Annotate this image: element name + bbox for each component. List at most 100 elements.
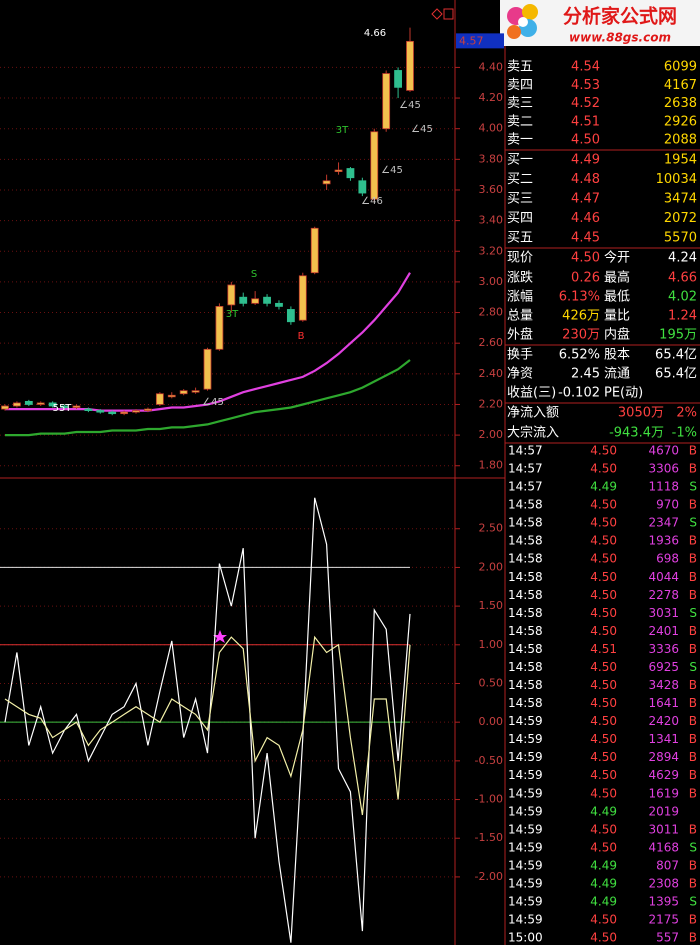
trade-price: 4.50 <box>590 913 617 927</box>
trade-side: B <box>689 714 697 728</box>
trade-price: 4.51 <box>590 642 617 656</box>
candle-body <box>13 402 21 407</box>
candle-body <box>215 306 224 350</box>
trade-volume: 557 <box>656 931 679 945</box>
trade-price: 4.50 <box>590 840 617 854</box>
trade-volume: 3336 <box>648 642 679 656</box>
candle-body <box>108 411 117 415</box>
annotation: ∠46 <box>361 196 383 207</box>
trade-price: 4.50 <box>590 588 617 602</box>
trade-price: 4.50 <box>590 462 617 476</box>
trade-time: 14:59 <box>508 876 543 890</box>
y-tick-label: 2.00 <box>479 560 504 573</box>
candle-body <box>322 180 331 185</box>
candle-body <box>48 402 57 407</box>
trade-time: 14:58 <box>508 516 543 530</box>
quote-label: 涨跌 <box>507 270 533 286</box>
candle-body <box>132 410 140 413</box>
book-label: 卖一 <box>507 133 533 148</box>
candle-body <box>370 131 379 200</box>
book-price: 4.51 <box>571 114 600 129</box>
flow-pct: -1% <box>672 426 697 441</box>
trade-volume: 3306 <box>648 462 679 476</box>
book-price: 4.46 <box>571 211 600 226</box>
trade-side: S <box>689 660 697 674</box>
candle-body <box>227 284 236 306</box>
trade-time: 14:57 <box>508 444 543 458</box>
y-tick-label: 3.80 <box>479 152 504 165</box>
trade-side: B <box>689 696 697 710</box>
candle-body <box>239 296 248 304</box>
trade-side: B <box>689 732 697 746</box>
y-tick-label: 2.20 <box>479 397 504 410</box>
quote-value: 0.26 <box>571 271 600 286</box>
candle-body <box>96 410 105 413</box>
candle-body <box>144 408 152 411</box>
book-price: 4.45 <box>571 231 600 246</box>
candle-body <box>72 405 81 408</box>
annotation: 3T <box>336 125 349 136</box>
quote-label: 最低 <box>604 290 630 305</box>
quote-value: 65.4亿 <box>655 367 697 382</box>
trade-time: 14:57 <box>508 480 543 494</box>
trade-price: 4.50 <box>590 750 617 764</box>
candle-body <box>167 394 176 398</box>
trade-side: S <box>689 895 697 909</box>
trade-volume: 1118 <box>648 480 679 494</box>
trade-time: 14:59 <box>508 804 543 818</box>
trade-volume: 4044 <box>648 570 679 584</box>
trade-side: B <box>689 768 697 782</box>
trade-time: 14:59 <box>508 714 543 728</box>
candle-body <box>334 169 343 172</box>
trade-volume: 2420 <box>648 714 679 728</box>
y-tick-label: 4.20 <box>479 91 504 104</box>
quote-value: 6.52% <box>559 348 600 363</box>
trade-side: B <box>689 498 697 512</box>
trade-side: B <box>689 822 697 836</box>
trade-price: 4.49 <box>590 876 617 890</box>
logo-title: 分析家公式网 <box>563 5 677 28</box>
y-tick-label: -1.00 <box>475 793 503 806</box>
book-label: 买四 <box>507 211 533 226</box>
moving-average <box>5 359 411 437</box>
quote-value: -0.102 <box>558 386 600 401</box>
candle-body <box>203 348 212 390</box>
y-tick-label: 4.00 <box>479 122 504 135</box>
trade-volume: 4670 <box>648 444 679 458</box>
trade-time: 14:59 <box>508 840 543 854</box>
trade-side: S <box>689 480 697 494</box>
trade-time: 14:59 <box>508 768 543 782</box>
candle-body <box>179 390 188 395</box>
trade-side: B <box>689 534 697 548</box>
candle-body <box>358 180 367 194</box>
y-tick-label: 2.50 <box>479 522 504 535</box>
candle-body <box>36 402 45 405</box>
flow-value: 3050万 <box>618 406 664 421</box>
quote-value: 4.66 <box>668 271 697 286</box>
quote-value: 1.24 <box>668 309 697 324</box>
trade-price: 4.50 <box>590 931 617 945</box>
trade-time: 14:59 <box>508 732 543 746</box>
quote-value: 2.45 <box>571 367 600 382</box>
y-tick-label: 2.60 <box>479 336 504 349</box>
y-tick-label: 3.40 <box>479 214 504 227</box>
trade-side: B <box>689 642 697 656</box>
book-label: 买二 <box>507 172 533 187</box>
book-price: 4.49 <box>571 153 600 168</box>
quote-label: 净资 <box>507 367 533 382</box>
trade-volume: 807 <box>656 858 679 872</box>
book-volume: 10034 <box>656 172 697 187</box>
trade-price: 4.50 <box>590 768 617 782</box>
book-volume: 2072 <box>664 211 697 226</box>
book-price: 4.50 <box>571 133 600 148</box>
trade-side: B <box>689 624 697 638</box>
trade-time: 14:58 <box>508 642 543 656</box>
trade-time: 14:58 <box>508 498 543 512</box>
signal-star <box>213 630 227 643</box>
trade-side: B <box>689 444 697 458</box>
moving-average <box>5 272 411 412</box>
candle-body <box>406 40 414 91</box>
trade-side: B <box>689 678 697 692</box>
y-tick-label: 0.00 <box>479 715 504 728</box>
